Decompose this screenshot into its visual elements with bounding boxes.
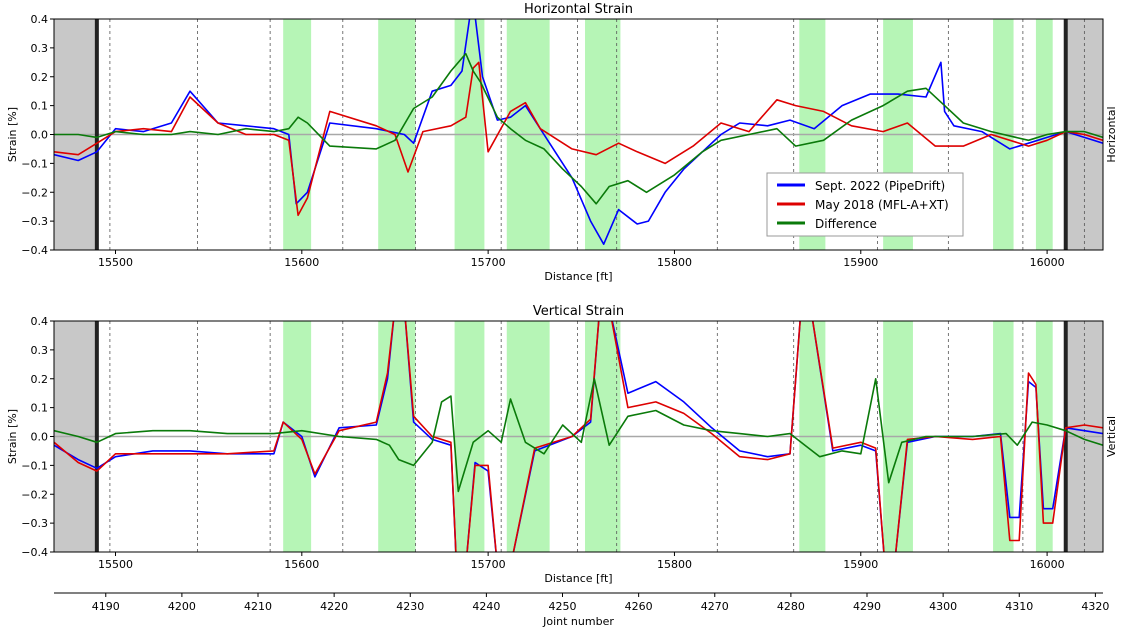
joint-tick-label: 4260 <box>625 600 653 613</box>
y-tick-label: 0.1 <box>31 100 49 113</box>
y-tick-label: −0.2 <box>21 186 48 199</box>
joint-tick-label: 4310 <box>1005 600 1033 613</box>
joint-tick-label: 4190 <box>92 600 120 613</box>
x-tick-label: 15500 <box>98 256 133 269</box>
joint-tick-label: 4250 <box>549 600 577 613</box>
joint-tick-label: 4270 <box>701 600 729 613</box>
y-tick-label: 0.2 <box>31 373 49 386</box>
legend: Sept. 2022 (PipeDrift) May 2018 (MFL-A+XT… <box>766 172 964 237</box>
y-tick-label: 0.4 <box>31 315 49 328</box>
x-tick-label: 15600 <box>284 558 319 571</box>
y-tick-label: 0.1 <box>31 402 49 415</box>
legend-entry-label: Difference <box>815 217 877 231</box>
y-tick-label: 0.2 <box>31 71 49 84</box>
joint-tick-label: 4210 <box>244 600 272 613</box>
y-tick-label: 0.0 <box>31 129 49 142</box>
chart-title: Vertical Strain <box>533 304 624 319</box>
joint-tick-label: 4230 <box>396 600 424 613</box>
x-tick-label: 15600 <box>284 256 319 269</box>
joint-tick-label: 4220 <box>320 600 348 613</box>
joint-axis-label: Joint number <box>542 615 614 628</box>
y-tick-label: −0.2 <box>21 488 48 501</box>
x-tick-label: 15800 <box>657 256 692 269</box>
plot-area <box>54 321 1103 552</box>
x-tick-label: 15700 <box>471 256 506 269</box>
legend-entry-label: Sept. 2022 (PipeDrift) <box>815 179 945 193</box>
x-tick-label: 15700 <box>471 558 506 571</box>
y-tick-label: −0.1 <box>21 157 48 170</box>
joint-tick-label: 4300 <box>929 600 957 613</box>
side-label: Horizontal <box>1105 106 1118 162</box>
y-tick-label: −0.1 <box>21 459 48 472</box>
series-line-2 <box>54 377 1103 493</box>
series-line-0 <box>54 19 1103 245</box>
y-tick-label: 0.3 <box>31 344 49 357</box>
legend-entry-label: May 2018 (MFL-A+XT) <box>815 198 949 212</box>
y-tick-label: 0.3 <box>31 42 49 55</box>
x-tick-label: 15900 <box>843 256 878 269</box>
y-tick-label: 0.4 <box>31 13 49 26</box>
y-tick-label: −0.3 <box>21 517 48 530</box>
chart-title: Horizontal Strain <box>524 2 633 17</box>
x-tick-label: 16000 <box>1030 256 1065 269</box>
joint-tick-label: 4240 <box>472 600 500 613</box>
side-label: Vertical <box>1105 416 1118 457</box>
y-axis-label: Strain [%] <box>6 409 19 464</box>
y-tick-label: −0.4 <box>21 546 48 559</box>
series-line-1 <box>54 61 1103 217</box>
joint-tick-label: 4200 <box>168 600 196 613</box>
strain-panel-vertical: −0.4 −0.3 −0.2 −0.1 0.0 0.1 0.2 0.3 0.4 15500 1560… <box>6 304 1118 585</box>
x-tick-label: 15500 <box>98 558 133 571</box>
series-line-2 <box>54 52 1103 205</box>
joint-number-axis: 4190 4200 4210 4220 4230 4240 4250 4260 4270 4280… <box>54 592 1109 628</box>
x-axis-label: Distance [ft] <box>544 572 612 585</box>
x-tick-label: 15900 <box>843 558 878 571</box>
series-line-1 <box>54 321 1103 552</box>
x-tick-label: 16000 <box>1030 558 1065 571</box>
x-tick-label: 15800 <box>657 558 692 571</box>
joint-tick-label: 4320 <box>1081 600 1109 613</box>
x-axis-label: Distance [ft] <box>544 270 612 283</box>
y-tick-label: −0.3 <box>21 215 48 228</box>
y-tick-label: −0.4 <box>21 244 48 257</box>
joint-tick-label: 4280 <box>777 600 805 613</box>
y-axis-label: Strain [%] <box>6 107 19 162</box>
y-tick-label: 0.0 <box>31 431 49 444</box>
strain-panel-horizontal: −0.4 −0.3 −0.2 −0.1 0.0 0.1 0.2 0.3 0.4 15500 1560… <box>6 2 1118 283</box>
joint-tick-label: 4290 <box>853 600 881 613</box>
